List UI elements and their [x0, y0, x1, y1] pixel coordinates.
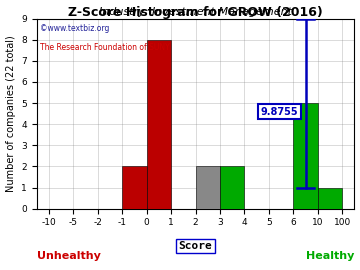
Bar	[122, 166, 147, 209]
Y-axis label: Number of companies (22 total): Number of companies (22 total)	[5, 35, 15, 192]
Text: Healthy: Healthy	[306, 251, 355, 261]
Title: Z-Score Histogram for GROW (2016): Z-Score Histogram for GROW (2016)	[68, 6, 323, 19]
Bar	[220, 166, 244, 209]
Bar	[293, 103, 318, 209]
Bar	[318, 188, 342, 209]
Text: The Research Foundation of SUNY: The Research Foundation of SUNY	[40, 43, 170, 52]
Bar	[147, 40, 171, 209]
Text: ©www.textbiz.org: ©www.textbiz.org	[40, 24, 109, 33]
Text: Score: Score	[179, 241, 212, 251]
Text: Unhealthy: Unhealthy	[37, 251, 100, 261]
Bar	[195, 166, 220, 209]
Text: Industry: Investment Management: Industry: Investment Management	[99, 7, 292, 17]
Text: 9.8755: 9.8755	[261, 107, 298, 117]
